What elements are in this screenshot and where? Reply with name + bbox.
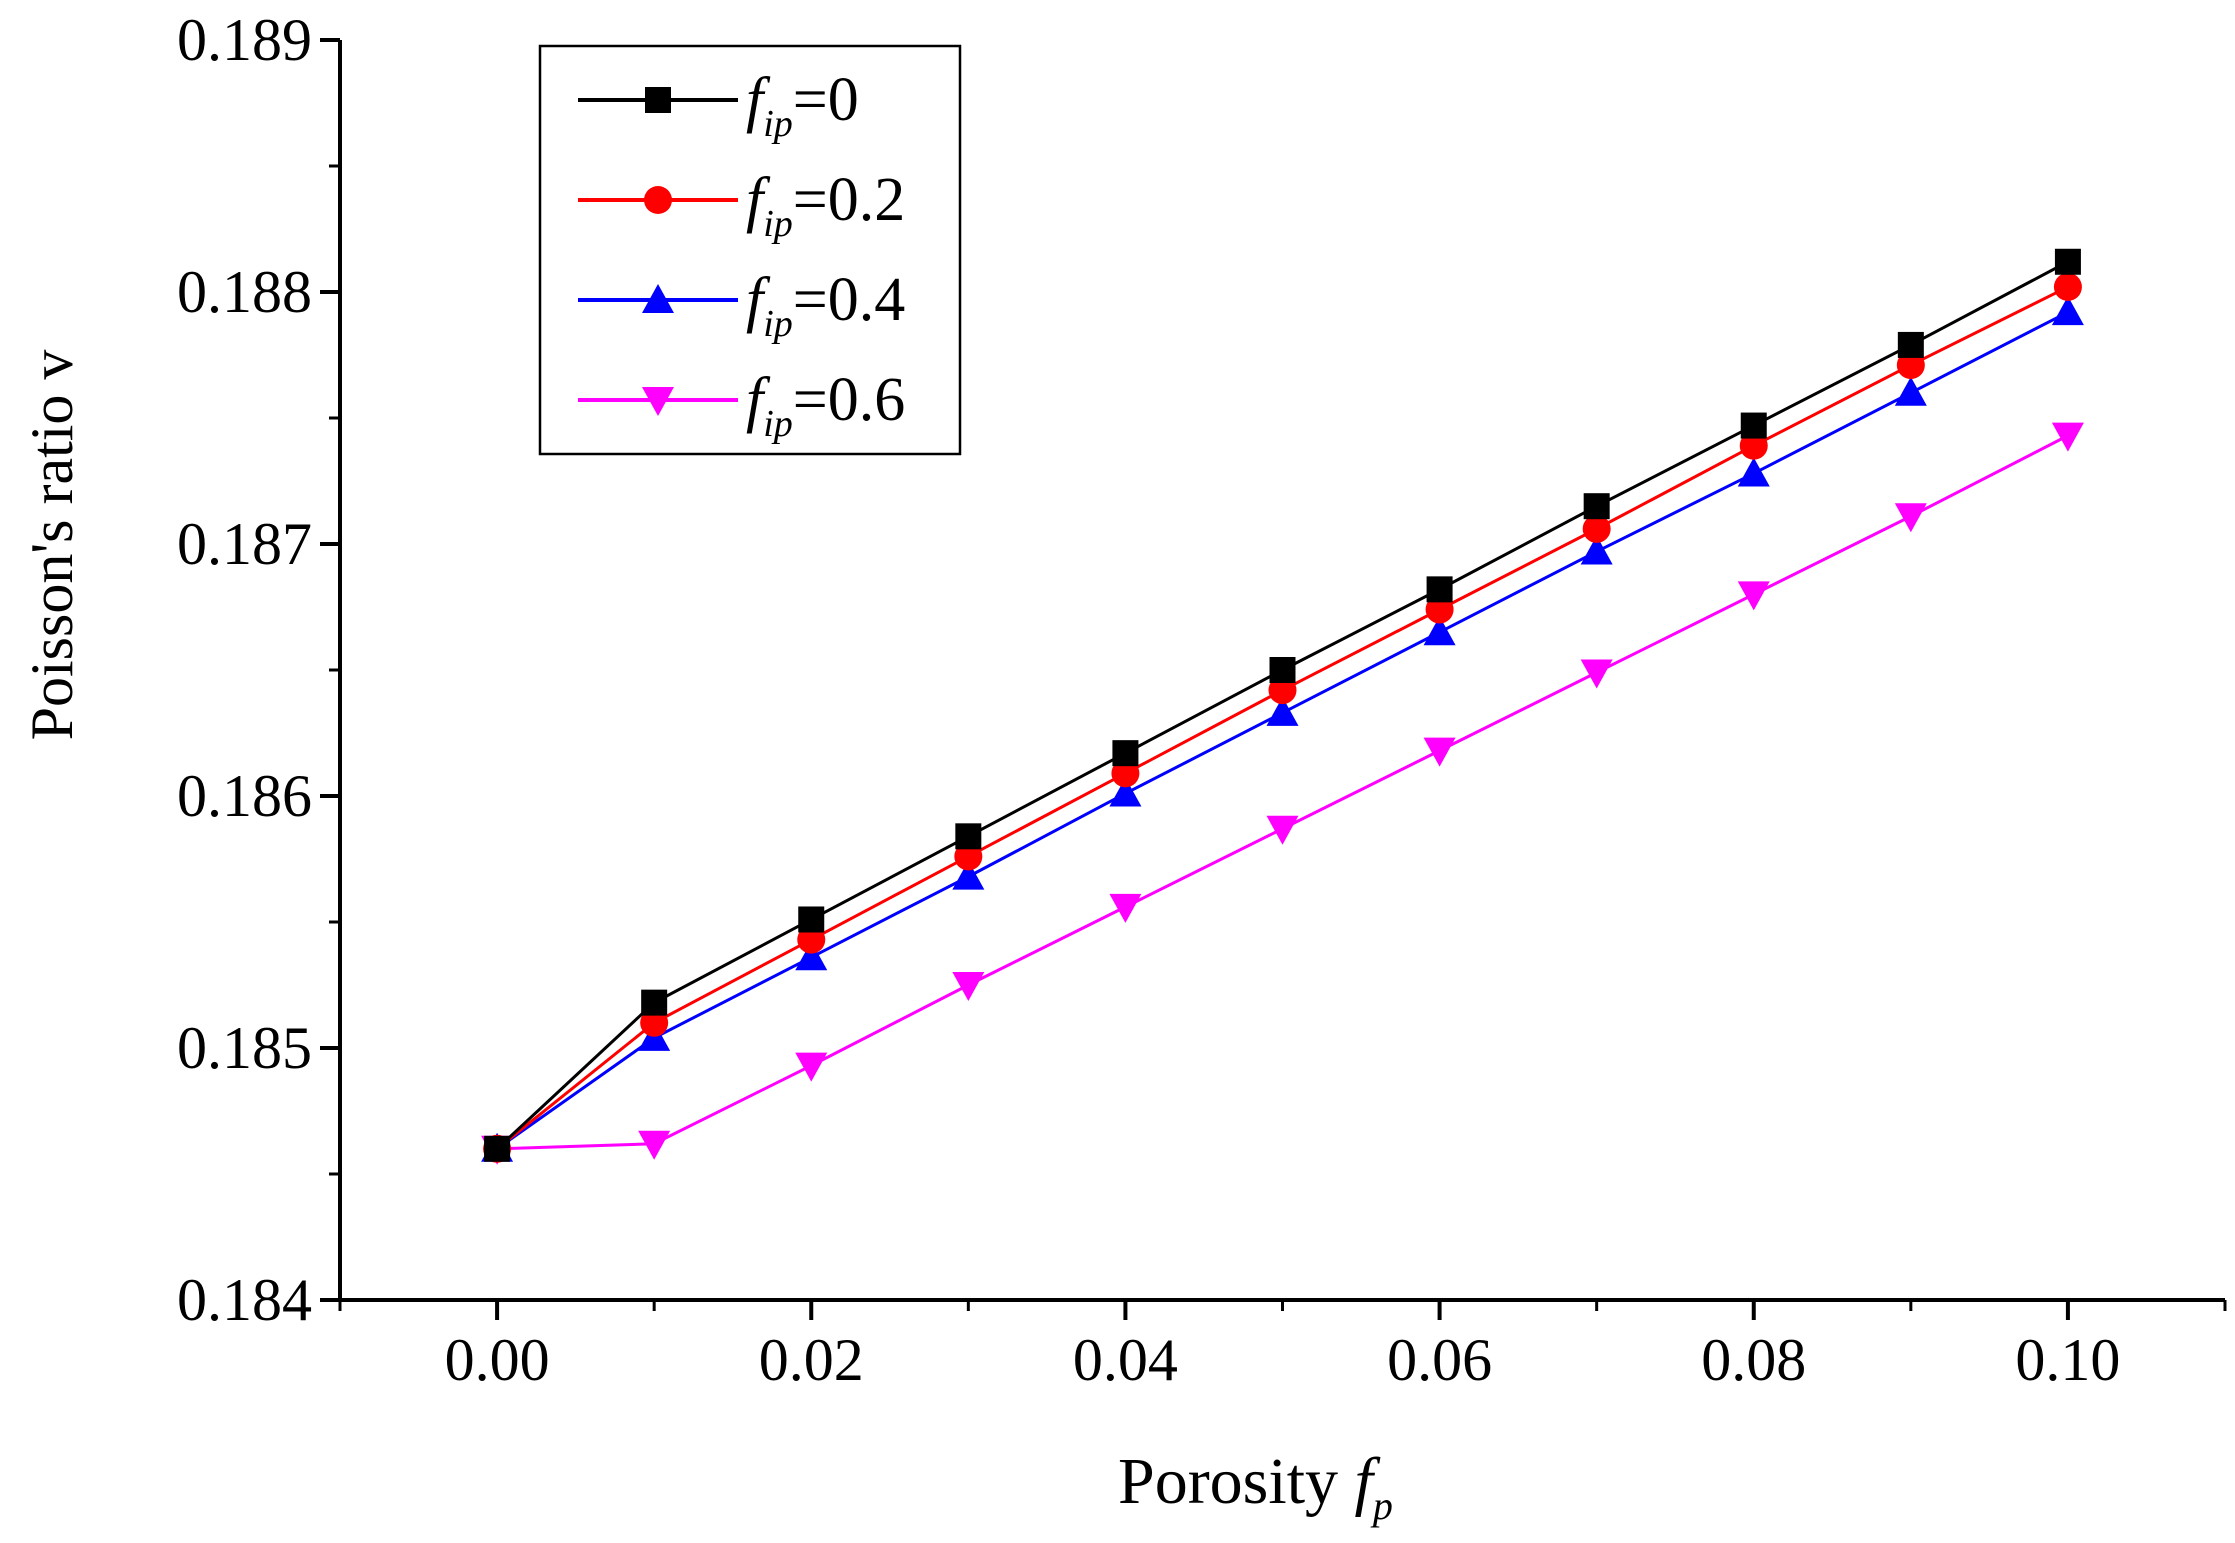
y-tick-label: 0.189 xyxy=(177,7,312,73)
data-point xyxy=(797,925,826,954)
data-point xyxy=(1582,514,1611,543)
legend-entry: fip=0.2 xyxy=(578,166,905,245)
x-tick-label: 0.02 xyxy=(759,1327,864,1393)
data-point xyxy=(1109,893,1142,923)
data-point xyxy=(1897,331,1924,358)
legend-entry: fip=0.6 xyxy=(578,366,905,445)
data-point xyxy=(955,823,982,850)
y-tick-label: 0.186 xyxy=(177,763,312,829)
legend-label-sub: ip xyxy=(763,203,793,245)
legend-label-sub: ip xyxy=(763,103,793,145)
data-point xyxy=(1740,412,1767,439)
data-point xyxy=(952,860,985,890)
x-tick-label: 0.08 xyxy=(1701,1327,1806,1393)
data-point xyxy=(1894,503,1927,533)
x-axis-label: Porosity fp xyxy=(1118,1445,1393,1528)
x-tick-label: 0.06 xyxy=(1387,1327,1492,1393)
data-point xyxy=(1580,659,1613,689)
legend-marker xyxy=(644,186,672,214)
y-tick-label: 0.184 xyxy=(177,1267,312,1333)
data-point xyxy=(484,1135,511,1162)
y-tick-label: 0.187 xyxy=(177,511,312,577)
data-point xyxy=(1266,696,1299,726)
y-ticks: 0.184 0.185 0.186 0.187 0.188 0.189 xyxy=(177,7,340,1333)
data-point xyxy=(1425,595,1454,624)
x-tick-label: 0.04 xyxy=(1073,1327,1178,1393)
legend-label: fip=0.6 xyxy=(746,366,905,445)
x-axis-label-prefix: Porosity xyxy=(1118,1445,1355,1518)
data-point xyxy=(2051,422,2084,452)
series-layer xyxy=(481,248,2084,1165)
x-axis-label-sub: p xyxy=(1370,1483,1393,1528)
series-2 xyxy=(481,296,2084,1162)
data-point xyxy=(1737,457,1770,487)
series-3 xyxy=(481,422,2084,1165)
data-point xyxy=(1894,376,1927,406)
legend-label-eq: =0.2 xyxy=(793,166,905,234)
legend-label: fip=0.4 xyxy=(746,266,905,345)
data-point xyxy=(641,989,668,1016)
data-point xyxy=(1580,535,1613,565)
data-point xyxy=(798,906,825,933)
legend-label-sub: ip xyxy=(763,303,793,345)
y-tick-label: 0.185 xyxy=(177,1015,312,1081)
data-point xyxy=(2054,248,2081,275)
legend-box xyxy=(538,44,962,456)
data-point xyxy=(1112,740,1139,767)
data-point xyxy=(1423,616,1456,646)
data-point xyxy=(1583,493,1610,520)
data-point xyxy=(638,1130,671,1160)
legend: fip=0 fip=0.2 fip=0.4 fip=0.6 xyxy=(538,44,962,456)
data-point xyxy=(954,842,983,871)
legend-marker xyxy=(642,284,674,313)
data-point xyxy=(1268,676,1297,705)
data-point xyxy=(1266,815,1299,845)
series-line xyxy=(497,434,2069,1151)
data-point xyxy=(795,1052,828,1082)
legend-label-eq: =0.6 xyxy=(793,366,905,434)
series-0 xyxy=(484,248,2081,1162)
data-point xyxy=(1109,777,1142,807)
legend-label: fip=0.2 xyxy=(746,166,905,245)
legend-label: fip=0 xyxy=(746,66,859,145)
legend-label-eq: =0.4 xyxy=(793,266,905,334)
data-point xyxy=(1111,759,1140,788)
legend-entry: fip=0 xyxy=(578,66,859,145)
legend-label-sub: ip xyxy=(763,403,793,445)
legend-label-eq: =0 xyxy=(793,66,859,134)
data-point xyxy=(952,972,985,1001)
data-point xyxy=(1739,431,1768,460)
data-point xyxy=(2051,296,2084,326)
legend-marker xyxy=(645,87,671,113)
data-point xyxy=(640,1008,669,1037)
data-point xyxy=(1737,581,1770,611)
data-point xyxy=(1269,657,1296,683)
legend-marker xyxy=(642,387,674,416)
y-tick-label: 0.188 xyxy=(177,259,312,325)
x-ticks: 0.00 0.02 0.04 0.06 0.08 0.10 xyxy=(338,1300,2227,1393)
y-axis-label: Poisson's ratio v xyxy=(19,350,85,741)
data-point xyxy=(1896,351,1925,380)
data-point xyxy=(795,941,828,971)
x-tick-label: 0.00 xyxy=(445,1327,550,1393)
series-1 xyxy=(483,272,2082,1163)
x-tick-label: 0.10 xyxy=(2015,1327,2120,1393)
data-point xyxy=(1423,737,1456,767)
data-point xyxy=(1426,576,1453,603)
legend-entry: fip=0.4 xyxy=(578,266,905,345)
data-point xyxy=(2053,272,2082,301)
